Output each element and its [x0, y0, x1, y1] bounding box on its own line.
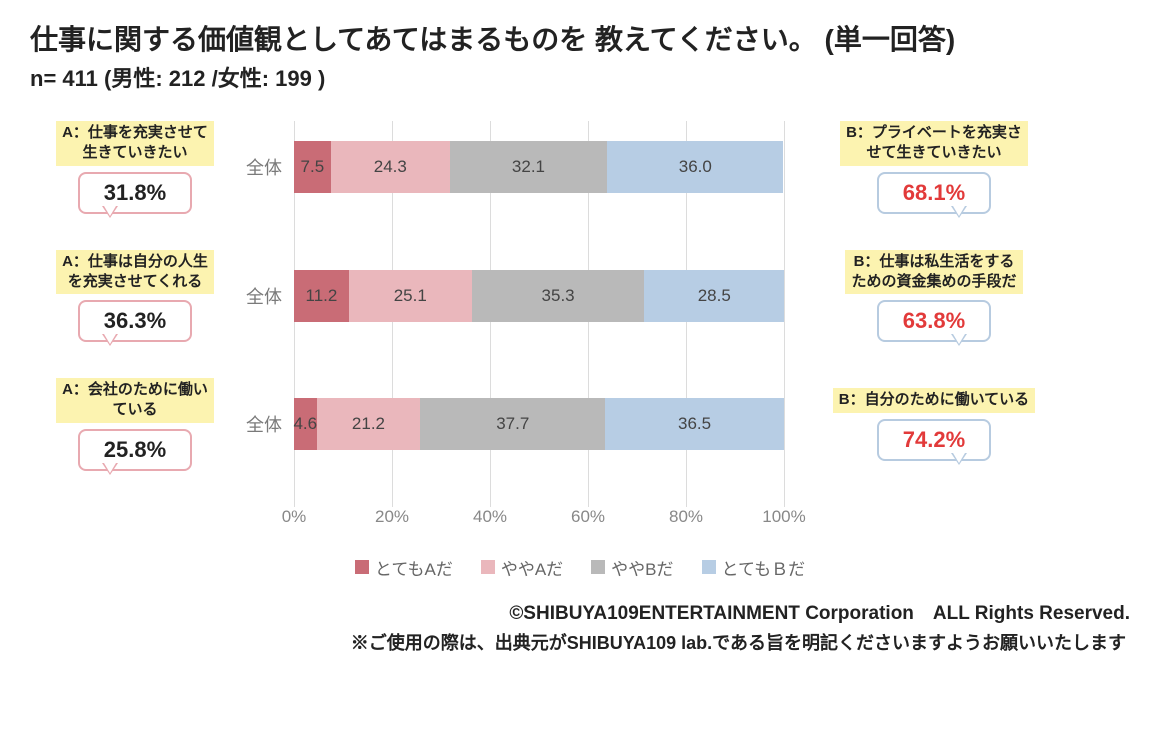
x-tick: 80% — [669, 507, 703, 527]
left-statement: A：仕事を充実させて 生きていきたい — [56, 121, 214, 166]
x-axis: 0%20%40%60%80%100% — [294, 507, 784, 547]
chart-body: A：仕事を充実させて 生きていきたい31.8%全体7.524.332.136.0… — [30, 121, 1130, 547]
left-callout: A：会社のために働い ている 25.8% — [30, 378, 240, 471]
right-percent-bubble: 63.8% — [877, 300, 991, 342]
legend-label: ややBだ — [611, 555, 673, 580]
x-tick: 40% — [473, 507, 507, 527]
bar-segment: 28.5 — [644, 270, 784, 322]
bar-segment: 37.7 — [420, 398, 605, 450]
bar-segment: 24.3 — [331, 141, 450, 193]
bar-segment: 36.0 — [607, 141, 783, 193]
stacked-bar: 11.225.135.328.5 — [294, 270, 784, 322]
bar-segment: 25.1 — [349, 270, 472, 322]
bar-segment: 35.3 — [472, 270, 645, 322]
right-percent-bubble: 68.1% — [877, 172, 991, 214]
bar-segment: 36.5 — [605, 398, 784, 450]
attribution-note: ※ご使用の際は、出典元がSHIBUYA109 lab.である旨を明記くださいます… — [30, 629, 1130, 655]
stacked-bar: 4.621.237.736.5 — [294, 398, 784, 450]
bar-group: 全体7.524.332.136.0 — [240, 141, 784, 193]
chart-row: A：会社のために働い ている 25.8% 全体4.621.237.736.5 B：自分… — [30, 378, 1130, 471]
legend-item: ややAだ — [481, 555, 563, 580]
legend: とてもAだ ややAだ ややBだ とてもＢだ — [30, 555, 1130, 580]
legend-label: とてもAだ — [375, 555, 453, 580]
legend-swatch — [481, 560, 495, 574]
left-percent-bubble: 31.8% — [78, 172, 192, 214]
bar-segment: 32.1 — [450, 141, 607, 193]
chart-row: A：仕事は自分の人生 を充実させてくれる 36.3% 全体11.225.135.32… — [30, 250, 1130, 343]
bar-segment: 7.5 — [294, 141, 331, 193]
bar-segment: 21.2 — [317, 398, 421, 450]
x-tick: 20% — [375, 507, 409, 527]
legend-swatch — [702, 560, 716, 574]
right-percent-bubble: 74.2% — [877, 419, 991, 461]
legend-item: とてもAだ — [355, 555, 453, 580]
left-callout: A：仕事は自分の人生 を充実させてくれる 36.3% — [30, 250, 240, 343]
row-label: 全体 — [240, 411, 294, 437]
right-statement: B：仕事は私生活をする ための資金集めの手段だ — [845, 250, 1022, 295]
row-label: 全体 — [240, 283, 294, 309]
legend-swatch — [591, 560, 605, 574]
left-percent-bubble: 36.3% — [78, 300, 192, 342]
right-callout: B：仕事は私生活をする ための資金集めの手段だ 63.8% — [804, 250, 1064, 343]
left-callout: A：仕事を充実させて 生きていきたい 31.8% — [30, 121, 240, 214]
left-statement: A：仕事は自分の人生 を充実させてくれる — [56, 250, 214, 295]
left-percent-bubble: 25.8% — [78, 429, 192, 471]
right-callout: B：自分のために働いている 74.2% — [804, 388, 1064, 460]
x-tick: 60% — [571, 507, 605, 527]
bar-group: 全体11.225.135.328.5 — [240, 270, 784, 322]
legend-label: ややAだ — [501, 555, 563, 580]
bar-group: 全体4.621.237.736.5 — [240, 398, 784, 450]
left-statement: A：会社のために働い ている — [56, 378, 214, 423]
chart-row: A：仕事を充実させて 生きていきたい 31.8% 全体7.524.332.136.0… — [30, 121, 1130, 214]
chart-rows: A：仕事を充実させて 生きていきたい31.8%全体7.524.332.136.0… — [30, 121, 1130, 471]
legend-swatch — [355, 560, 369, 574]
right-statement: B：自分のために働いている — [833, 388, 1035, 412]
right-statement: B：プライベートを充実さ せて生きていきたい — [840, 121, 1028, 166]
x-tick: 100% — [762, 507, 805, 527]
chart-subtitle: n= 411 (男性: 212 /女性: 199 ) — [30, 61, 1130, 93]
row-label: 全体 — [240, 154, 294, 180]
bar-segment: 11.2 — [294, 270, 349, 322]
chart-title: 仕事に関する価値観としてあてはまるものを 教えてください。 (単一回答) — [30, 20, 1130, 59]
legend-label: とてもＢだ — [722, 555, 806, 580]
legend-item: とてもＢだ — [702, 555, 806, 580]
bar-segment: 4.6 — [294, 398, 317, 450]
legend-item: ややBだ — [591, 555, 673, 580]
x-tick: 0% — [282, 507, 307, 527]
stacked-bar: 7.524.332.136.0 — [294, 141, 784, 193]
right-callout: B：プライベートを充実さ せて生きていきたい 68.1% — [804, 121, 1064, 214]
copyright: ©SHIBUYA109ENTERTAINMENT Corporation ALL… — [30, 598, 1130, 625]
